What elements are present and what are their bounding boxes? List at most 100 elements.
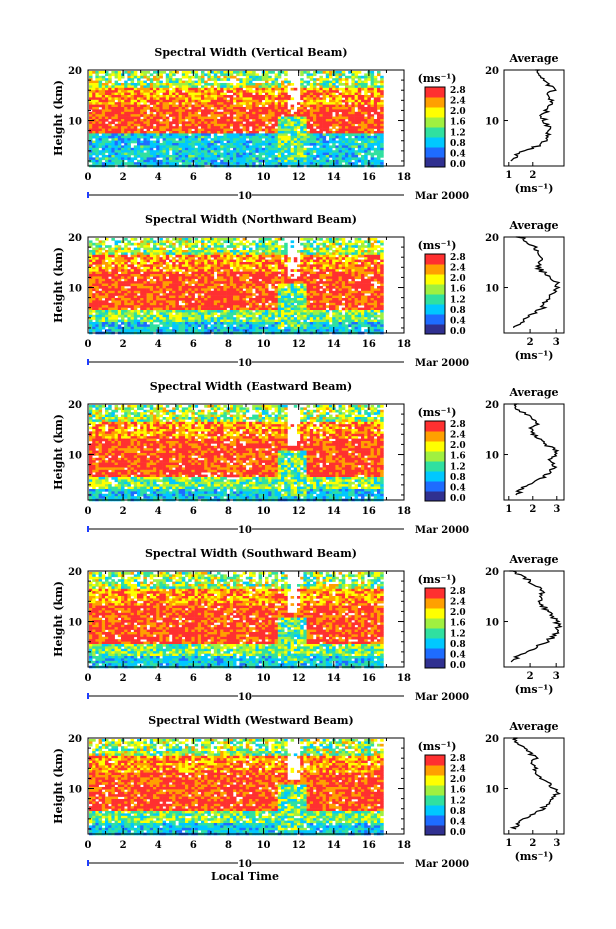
heatmap-cell: [220, 250, 224, 253]
heatmap-cell: [338, 276, 343, 280]
heatmap-cell: [380, 135, 384, 139]
heatmap-cell: [114, 240, 119, 244]
heatmap-cell: [329, 247, 333, 251]
heatmap-cell: [370, 147, 375, 151]
heatmap-cell: [111, 107, 115, 110]
heatmap-cell: [223, 83, 227, 86]
heatmap-cell: [185, 109, 189, 113]
heatmap-cell: [105, 133, 109, 137]
heatmap-cell: [377, 147, 381, 151]
heatmap-cell: [217, 264, 221, 268]
heatmap-cell: [223, 133, 227, 137]
heatmap-cell: [239, 143, 243, 146]
heatmap-cell: [156, 252, 160, 256]
heatmap-cell: [319, 157, 323, 161]
heatmap-cell: [322, 159, 327, 163]
heatmap-cell: [92, 83, 96, 86]
heatmap-cell: [303, 252, 307, 256]
heatmap-cell: [207, 73, 211, 77]
heatmap-cell: [127, 87, 131, 91]
heatmap-cell: [162, 276, 167, 280]
heatmap-cell: [178, 104, 183, 108]
heatmap-cell: [181, 252, 186, 256]
heatmap-cell: [117, 278, 122, 282]
heatmap-cell: [159, 87, 163, 91]
heatmap-cell: [210, 281, 215, 284]
heatmap-cell: [130, 107, 135, 110]
heatmap-cell: [258, 162, 263, 165]
heatmap-cell: [271, 138, 275, 141]
heatmap-cell: [261, 107, 266, 110]
heatmap-cell: [329, 242, 333, 246]
heatmap-cell: [137, 111, 141, 115]
heatmap-cell: [172, 135, 176, 139]
heatmap-cell: [373, 257, 378, 260]
heatmap-cell: [233, 71, 237, 74]
heatmap-cell: [313, 159, 317, 163]
heatmap-cell: [316, 92, 320, 96]
heatmap-cell: [319, 126, 323, 129]
heatmap-cell: [149, 283, 154, 287]
heatmap-cell: [361, 262, 365, 265]
heatmap-cell: [303, 150, 307, 153]
heatmap-cell: [108, 128, 112, 132]
heatmap-cell: [370, 126, 375, 129]
heatmap-cell: [213, 95, 218, 98]
heatmap-cell: [297, 152, 301, 156]
heatmap-cell: [121, 152, 125, 156]
heatmap-cell: [245, 140, 250, 144]
heatmap-cell: [377, 121, 381, 125]
heatmap-cell: [98, 71, 103, 74]
heatmap-cell: [265, 264, 269, 268]
heatmap-cell: [165, 138, 170, 141]
heatmap-cell: [89, 121, 93, 125]
heatmap-cell: [181, 97, 186, 101]
heatmap-cell: [226, 262, 231, 265]
heatmap-cell: [191, 133, 195, 137]
heatmap-cell: [201, 266, 205, 270]
heatmap-cell: [156, 123, 160, 127]
heatmap-cell: [181, 131, 186, 134]
heatmap-cell: [92, 133, 96, 137]
heatmap-cell: [105, 147, 109, 151]
heatmap-cell: [306, 138, 311, 141]
heatmap-cell: [191, 242, 195, 246]
heatmap-cell: [133, 145, 138, 149]
heatmap-cell: [169, 131, 173, 134]
heatmap-cell: [114, 269, 119, 272]
heatmap-cell: [316, 143, 320, 146]
heatmap-cell: [345, 278, 349, 282]
heatmap-cell: [274, 135, 279, 139]
heatmap-cell: [239, 242, 243, 246]
heatmap-cell: [194, 254, 199, 258]
heatmap-cell: [357, 87, 362, 91]
heatmap-cell: [95, 269, 99, 272]
heatmap-cell: [274, 266, 279, 270]
heatmap-cell: [367, 147, 371, 151]
heatmap-cell: [162, 281, 167, 284]
heatmap-cell: [252, 262, 256, 265]
heatmap-cell: [242, 264, 247, 268]
heatmap-cell: [156, 247, 160, 251]
heatmap-cell: [348, 99, 352, 103]
heatmap-cell: [252, 140, 256, 144]
heatmap-cell: [242, 95, 247, 98]
heatmap-cell: [146, 75, 151, 79]
heatmap-cell: [303, 157, 307, 161]
heatmap-cell: [332, 264, 336, 268]
heatmap-cell: [162, 250, 167, 253]
heatmap-cell: [153, 281, 157, 284]
heatmap-cell: [300, 135, 304, 139]
heatmap-cell: [271, 97, 275, 101]
heatmap-cell: [185, 278, 189, 282]
heatmap-cell: [223, 157, 227, 161]
heatmap-cell: [156, 126, 160, 129]
heatmap-cell: [364, 133, 368, 137]
heatmap-cell: [188, 140, 192, 144]
heatmap-cell: [332, 271, 336, 275]
heatmap-cell: [146, 114, 151, 117]
heatmap-cell: [172, 114, 176, 117]
heatmap-cell: [165, 286, 170, 289]
heatmap-cell: [105, 131, 109, 134]
heatmap-cell: [277, 121, 282, 125]
